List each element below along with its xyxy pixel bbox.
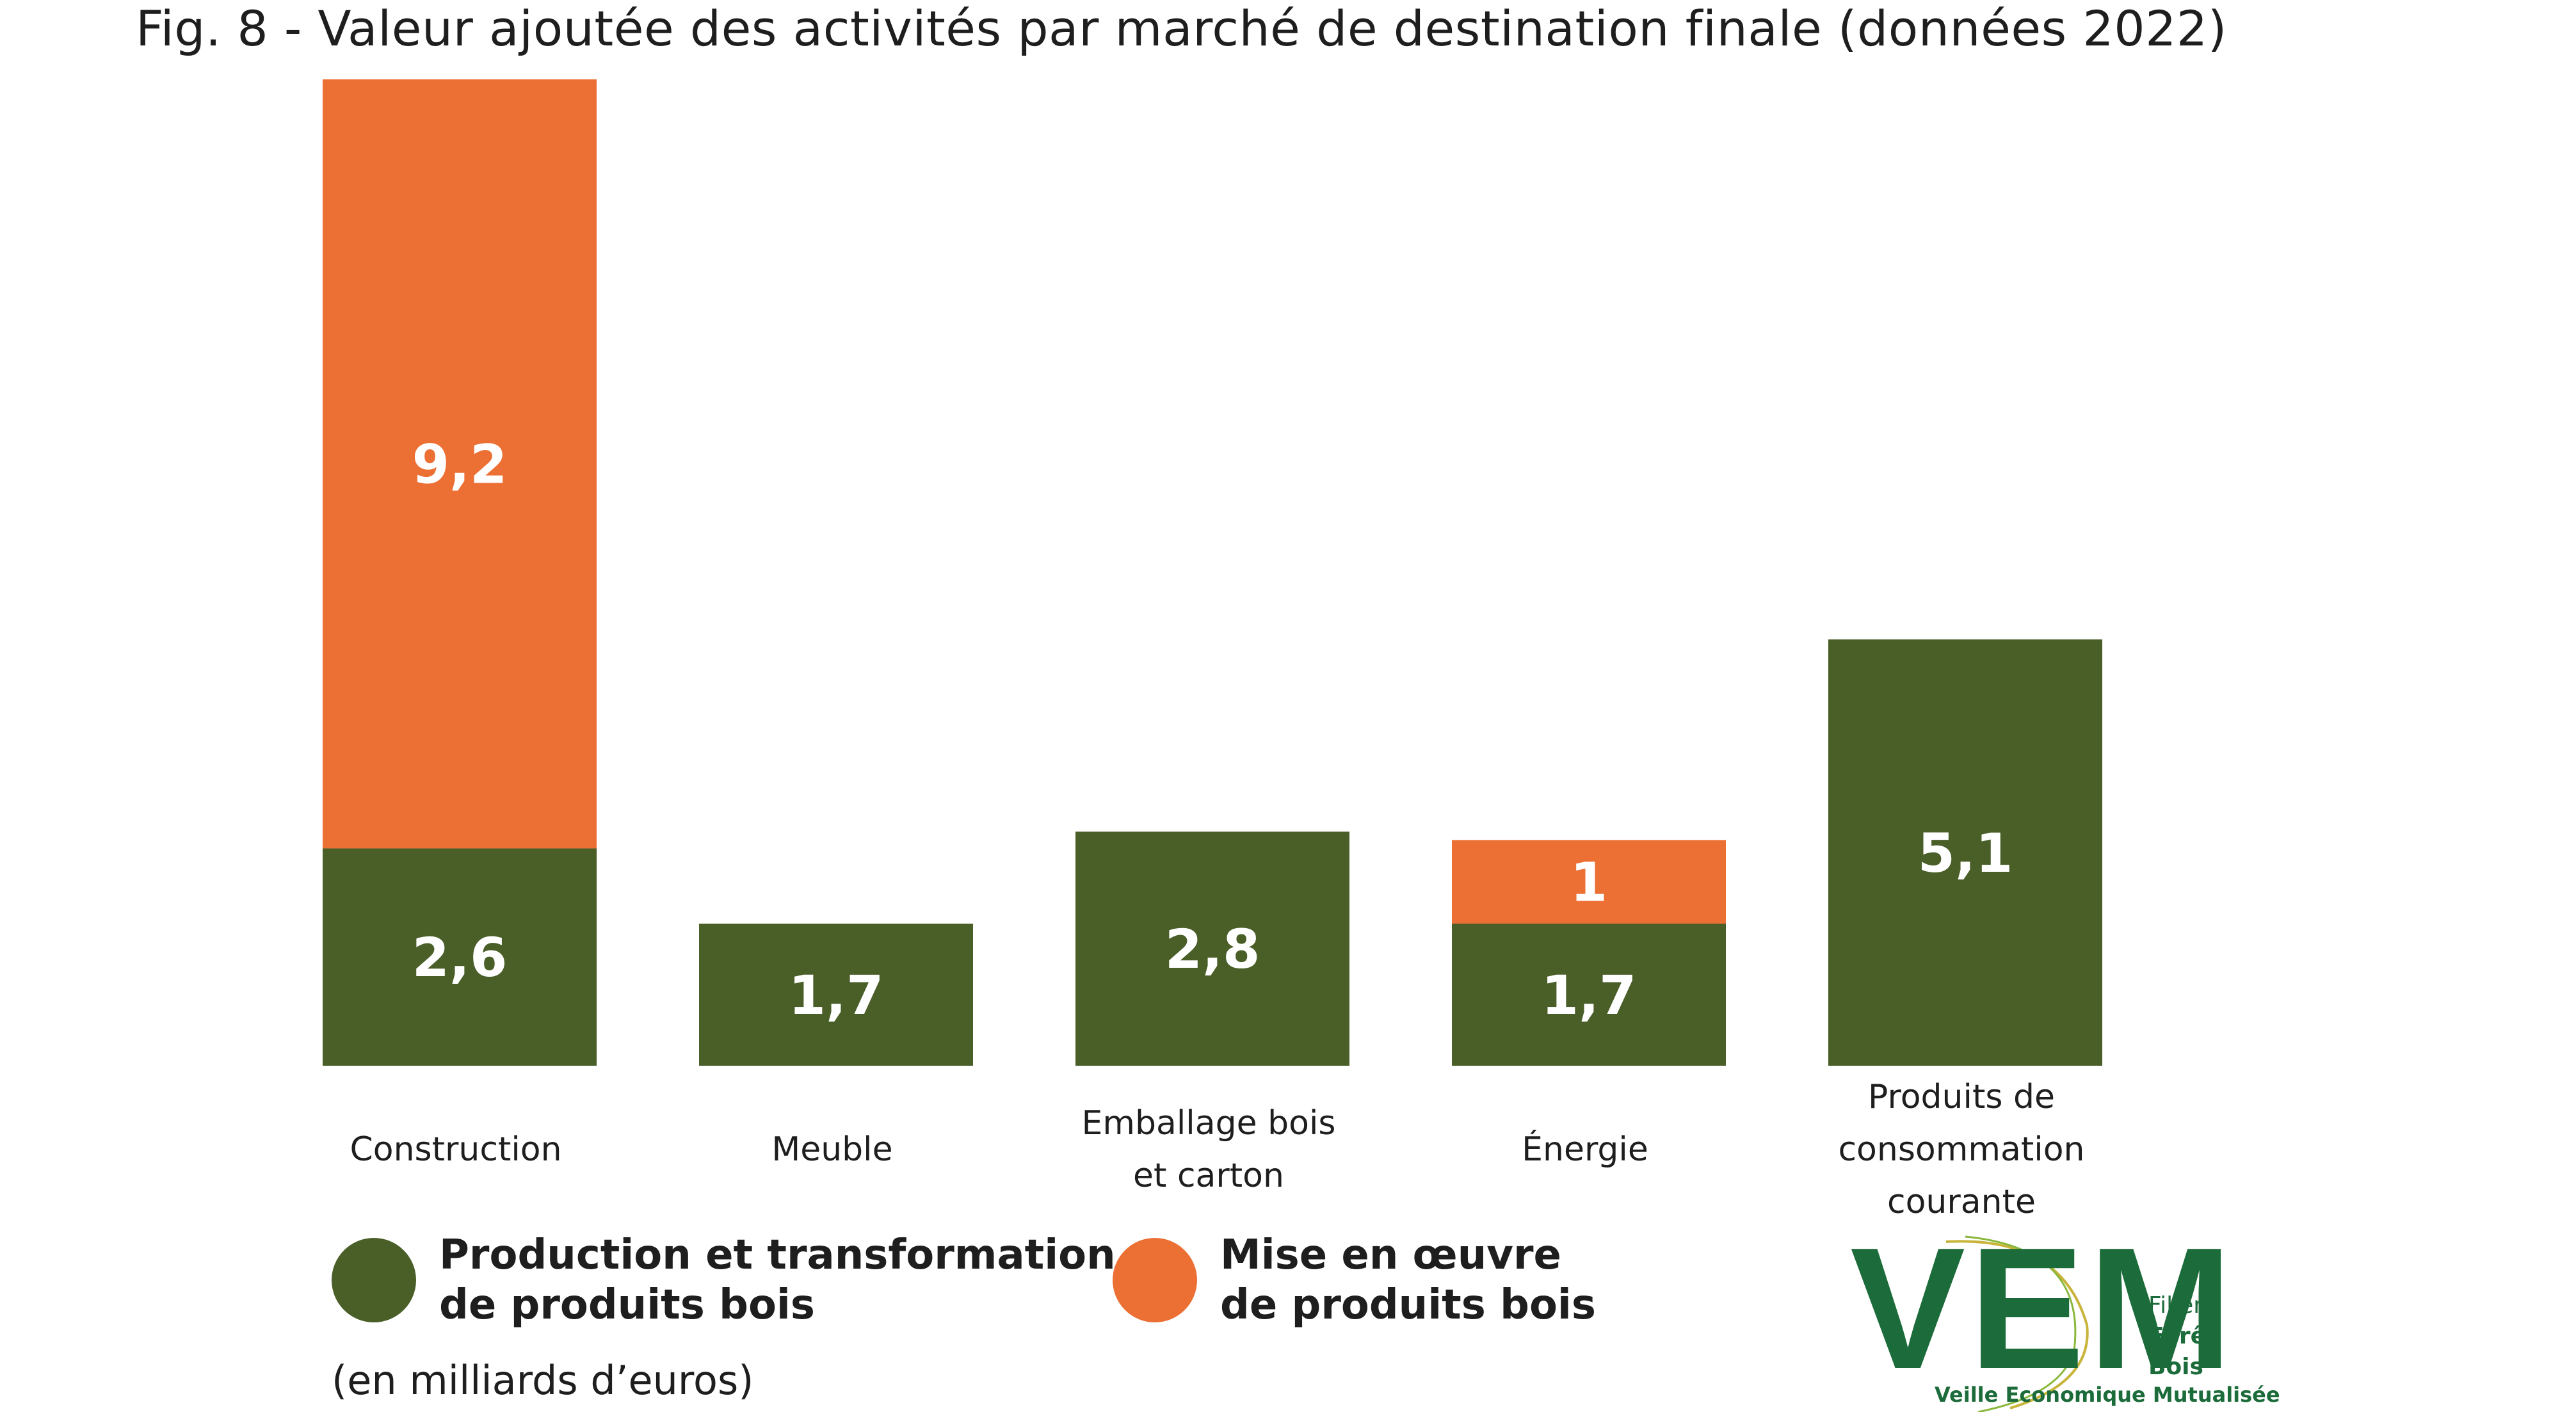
bar-mise-en-oeuvre-0: [323, 79, 597, 849]
category-label-4-0: Produits de: [1868, 1078, 2055, 1116]
value-label-production-3: 1,7: [1542, 964, 1637, 1027]
bar-production-4: [1828, 639, 2102, 1066]
category-label-2-1: et carton: [1133, 1157, 1284, 1195]
bar-production-2: [1075, 831, 1349, 1066]
legend-label-mise-en-oeuvre: Mise en œuvre de produits bois: [1220, 1231, 1596, 1329]
logo-letters: VEM: [1850, 1212, 2237, 1405]
category-label-4-1: consommation: [1838, 1130, 2084, 1169]
bar-mise-en-oeuvre-3: [1452, 840, 1726, 924]
bar-production-1: [699, 923, 973, 1066]
value-label-production-4: 5,1: [1918, 822, 2013, 885]
value-label-mise-en-oeuvre-3: 1: [1570, 851, 1607, 914]
logo-side-1: Filière: [2148, 1292, 2217, 1319]
bars-group: [323, 79, 2102, 1066]
legend-swatch-mise-en-oeuvre: [1113, 1238, 1197, 1322]
chart-title: Fig. 8 - Valeur ajoutée des activités pa…: [136, 0, 2227, 57]
category-label-3-0: Énergie: [1522, 1130, 1648, 1169]
legend-label-production: Production et transformation de produits…: [439, 1231, 1116, 1329]
logo-tagline: Veille Economique Mutualisée: [1935, 1383, 2280, 1407]
logo-side-3: Bois: [2148, 1354, 2203, 1380]
value-label-production-2: 2,8: [1165, 918, 1260, 981]
category-label-4-2: courante: [1887, 1183, 2036, 1221]
logo-side-2: Forêt: [2148, 1323, 2218, 1349]
bar-production-3: [1452, 923, 1726, 1066]
value-label-mise-en-oeuvre-0: 9,2: [412, 433, 508, 496]
vem-logo: VEM Filière Forêt Bois Veille Economique…: [1818, 1223, 2280, 1412]
category-label-0-0: Construction: [350, 1130, 561, 1169]
legend-swatch-production: [332, 1238, 416, 1322]
value-label-production-1: 1,7: [789, 964, 884, 1027]
value-label-production-0: 2,6: [412, 926, 508, 989]
category-labels-group: Construction Meuble Emballage bois et carto…: [350, 1078, 2084, 1221]
legend-item-mise-en-oeuvre: Mise en œuvre de produits bois: [1113, 1230, 1596, 1330]
bar-production-0: [323, 848, 597, 1066]
value-labels-group: 2,6 9,2 1,7 2,8 1,7 1 5,1: [412, 433, 2013, 1027]
legend-item-production: Production et transformation de produits…: [332, 1230, 1116, 1330]
logo-side-text: Filière Forêt Bois: [2148, 1290, 2217, 1383]
logo-arc-icon: [1945, 1235, 2089, 1412]
category-label-2-0: Emballage bois: [1081, 1104, 1335, 1143]
category-label-1-0: Meuble: [771, 1130, 892, 1169]
unit-note: (en milliards d’euros): [332, 1357, 754, 1404]
